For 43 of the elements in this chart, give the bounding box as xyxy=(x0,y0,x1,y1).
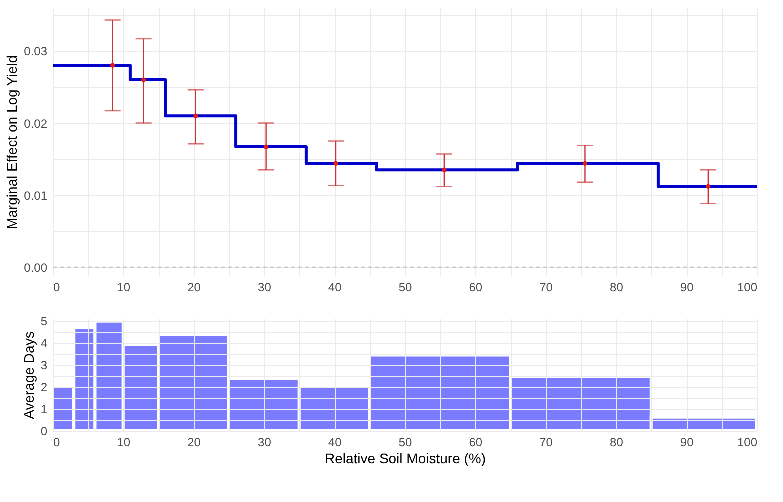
x-tick-label: 90 xyxy=(680,436,694,450)
y-tick-label: 5 xyxy=(40,314,48,329)
x-tick-label: 50 xyxy=(398,280,412,294)
point xyxy=(141,78,146,82)
point xyxy=(110,63,116,68)
y-tick-label: 0.03 xyxy=(24,44,48,59)
y-tick-label: 0.00 xyxy=(24,260,48,275)
x-tick-label: 60 xyxy=(469,436,483,450)
x-tick-label: 90 xyxy=(680,280,694,294)
x-tick-label: 80 xyxy=(610,280,624,294)
x-tick-label: 100 xyxy=(737,280,758,294)
x-tick-label: 20 xyxy=(188,280,202,294)
x-tick-label: 30 xyxy=(258,280,272,294)
x-tick-label: 80 xyxy=(610,436,624,450)
point xyxy=(442,168,447,172)
x-tick-label: 20 xyxy=(188,436,202,450)
y-tick-label: 0.01 xyxy=(24,188,48,203)
y-axis-title: Average Days xyxy=(20,332,37,420)
x-tick-label: 10 xyxy=(117,280,131,294)
point xyxy=(334,161,338,166)
x-tick-label: 50 xyxy=(398,436,412,450)
point xyxy=(706,184,711,190)
x-tick-label: 0 xyxy=(54,280,60,294)
x-tick-label: 70 xyxy=(540,280,554,294)
y-tick-label: 0 xyxy=(40,424,48,438)
y-tick-label: 4 xyxy=(40,336,48,351)
point xyxy=(264,144,269,150)
x-tick-label: 100 xyxy=(737,436,758,450)
y-tick-label: 0.02 xyxy=(24,116,48,131)
x-tick-label: 0 xyxy=(54,436,60,450)
x-tick-label: 40 xyxy=(328,436,342,450)
x-axis-title: Relative Soil Moisture (%) xyxy=(324,450,486,466)
x-tick-label: 60 xyxy=(469,280,483,294)
y-tick-label: 3 xyxy=(40,358,48,373)
x-tick-label: 40 xyxy=(328,280,342,294)
point xyxy=(582,161,588,166)
x-tick-label: 30 xyxy=(258,436,272,450)
y-tick-label: 2 xyxy=(40,380,48,395)
point xyxy=(194,114,198,118)
x-tick-label: 10 xyxy=(117,436,131,450)
y-axis-title: Marginal Effect on Log Yield xyxy=(4,55,20,230)
x-tick-label: 70 xyxy=(540,436,554,450)
y-tick-label: 1 xyxy=(40,402,48,417)
